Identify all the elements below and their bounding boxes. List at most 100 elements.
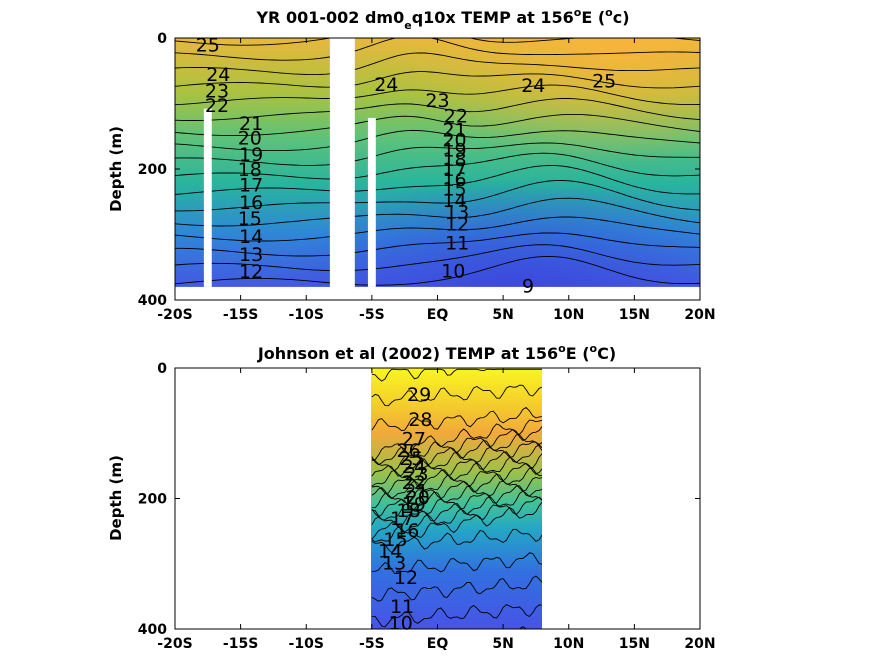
contour-line [371,453,542,494]
data-gap [203,108,212,287]
contour-line [371,384,542,407]
contour-line [175,152,700,180]
x-tick-label: EQ [427,307,449,323]
contour-label: 20 [238,128,262,150]
contour-label: 28 [408,409,432,431]
contour-label: 26 [397,440,421,462]
contour-label: 24 [521,75,545,97]
contour-label: 21 [239,113,263,135]
x-axis: -20S -15S -10S -5S EQ 5N 10N 15N 20N [157,38,716,323]
x-tick-label: -10S [289,636,324,652]
panel-observations: Johnson et al (2002) TEMP at 156oE (oC) … [107,342,716,652]
contour-line [175,197,700,227]
x-tick-label: 5N [492,636,513,652]
contour-label: 11 [445,232,469,254]
contour-label: 24 [374,74,398,96]
chart-title: Johnson et al (2002) TEMP at 156oE (oC) [257,342,616,363]
contour-label: 16 [442,169,466,191]
contour-line [371,434,542,472]
contour-label: 15 [383,529,407,551]
contour-label: 14 [239,226,263,248]
contour-label: 13 [239,244,263,266]
contour-line [175,142,700,166]
x-tick-label: 10N [553,636,584,652]
title-part: YR 001-002 dm0 [255,8,404,27]
data-gap [367,117,376,287]
contour-label: 21 [404,481,428,503]
x-tick-label: 20N [684,636,715,652]
contour-label: 24 [402,456,426,478]
x-tick-label: 15N [619,636,650,652]
contour-label: 20 [442,130,466,152]
contour-label: 10 [389,612,413,634]
y-axis: 0 200 400 [138,31,700,309]
contour-label: 15 [238,208,262,230]
x-tick-label: -10S [289,307,324,323]
contour-label: 14 [442,190,466,212]
contour-line [371,477,542,518]
contour-label: 22 [205,95,229,117]
contour-label: 19 [442,139,466,161]
contour-label: 16 [395,520,419,542]
x-tick-label: 5N [492,307,513,323]
x-tick-label: -15S [223,307,258,323]
contour-label: 25 [399,448,423,470]
data-gap [329,38,355,300]
contour-label: 12 [239,261,263,283]
contour-label: 9 [522,276,534,298]
contour-line [175,113,700,137]
title-superscript: o [574,6,582,19]
x-axis: -20S -15S -10S -5S EQ 5N 10N 15N 20N [157,368,716,652]
contour-line [175,38,700,46]
contour-label: 21 [442,120,466,142]
title-part: E ( [581,8,605,27]
contour-line [175,165,700,195]
contour-line [371,419,542,461]
x-tick-label: 20N [684,307,715,323]
contour-line [175,216,700,242]
title-part: Johnson et al (2002) TEMP at 156 [257,344,558,363]
y-tick-label: 200 [138,162,167,178]
contour-label: 24 [206,64,230,86]
contour-line [175,52,700,76]
contour-line [371,552,542,575]
contour-label: 20 [406,487,430,509]
contour-line [371,368,542,382]
contour-line [371,425,542,466]
contour-label: 16 [239,192,263,214]
contour-label: 13 [445,202,469,224]
x-tick-label: 10N [553,307,584,323]
contour-line [175,98,700,121]
contour-label: 15 [442,179,466,201]
contour-line [371,575,542,602]
contour-line [371,406,542,431]
x-tick-label: -20S [157,307,192,323]
y-axis: 0 200 400 [138,361,700,638]
contour-label: 25 [196,35,220,57]
y-axis-label: Depth (m) [107,126,125,212]
contour-labels: 2524232221201918171615141312242322212019… [196,35,617,298]
contour-label: 11 [390,596,414,618]
contour-label: 23 [425,90,449,112]
contour-line [371,496,542,540]
contour-line [371,604,542,628]
contour-label: 12 [394,567,418,589]
contour-label: 10 [441,261,465,283]
contour-label: 17 [390,508,414,530]
contour-line [175,180,700,212]
y-tick-label: 0 [157,361,167,377]
contour-line [175,71,700,89]
chart-title: YR 001-002 dm0eq10x TEMP at 156oE (oc) [255,6,629,32]
contour-line [371,485,542,521]
y-tick-label: 400 [138,293,167,309]
contour-lines [175,38,700,286]
contour-label: 23 [205,80,229,102]
title-superscript: o [605,6,613,19]
contour-label: 19 [402,494,426,516]
contour-lines [371,368,542,629]
title-part: c) [613,8,630,27]
y-tick-label: 200 [138,492,167,508]
x-tick-label: -5S [359,307,385,323]
